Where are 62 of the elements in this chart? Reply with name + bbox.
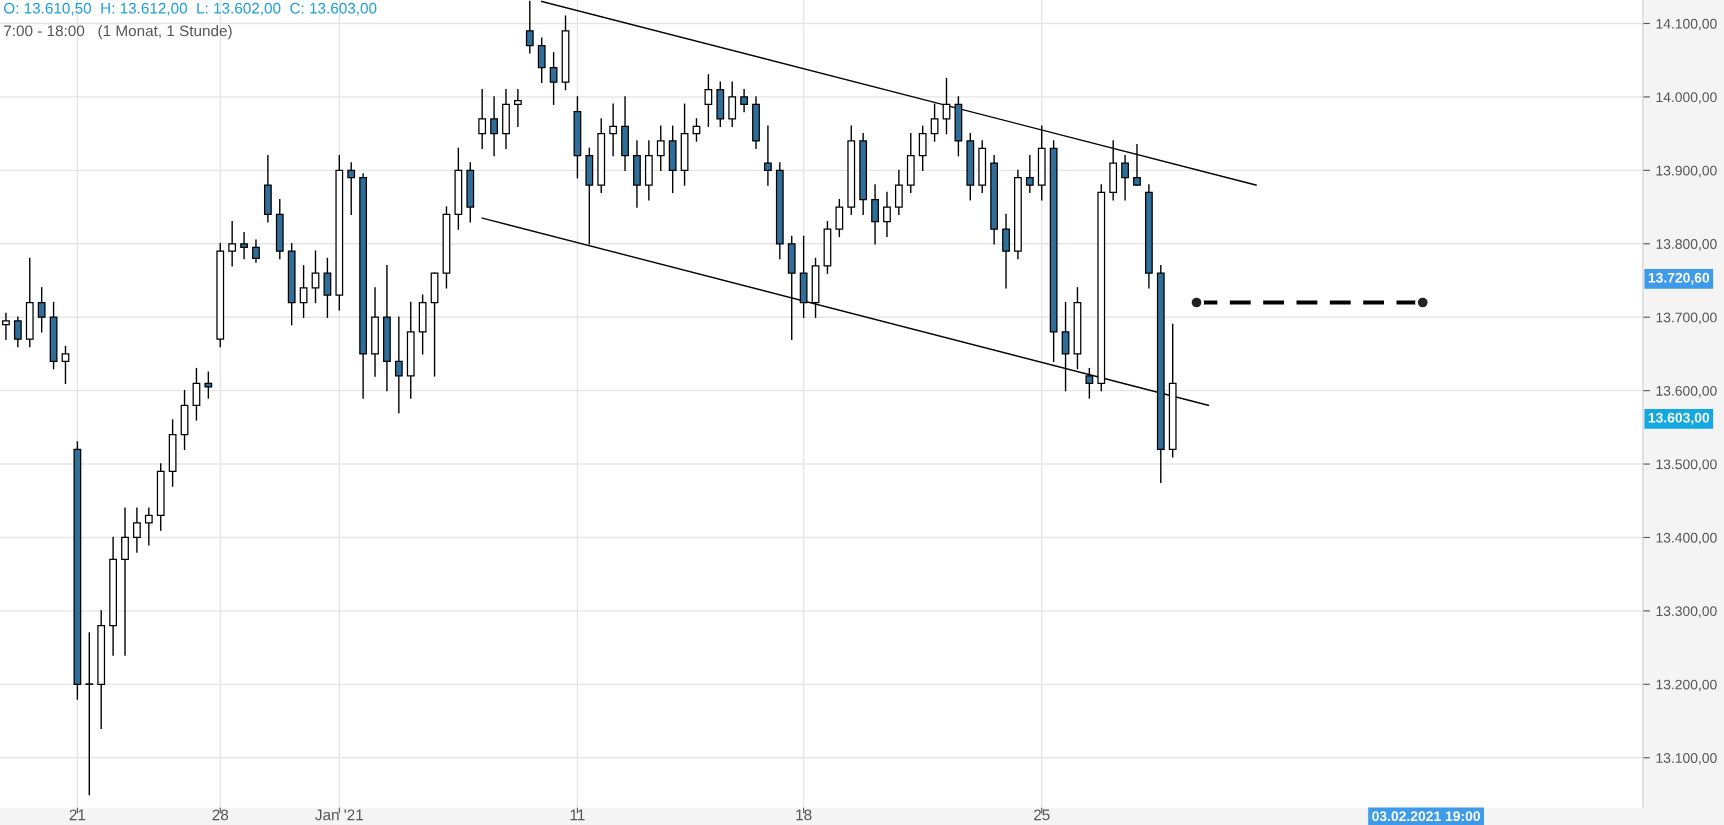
candlestick [311, 250, 320, 304]
candlestick [37, 287, 46, 333]
candlestick [513, 88, 522, 127]
x-tick-label: 11 [570, 809, 585, 821]
text: 03.02.2021 19:00 [1372, 811, 1480, 822]
candlestick [764, 125, 772, 186]
candlestick [133, 507, 141, 553]
y-tick-label: 13.600,00 [1656, 385, 1717, 398]
text: 13.720,60 [1648, 272, 1710, 285]
candlestick [228, 221, 237, 267]
candlestick [490, 96, 498, 157]
candlestick [323, 257, 332, 318]
y-tick-label: 13.800,00 [1656, 239, 1717, 251]
y-tick-label: 13.400,00 [1656, 532, 1717, 545]
candlestick [525, 0, 534, 54]
x-tick-label: Jan '21 [315, 809, 363, 821]
x-tick-label: 25 [1034, 809, 1050, 821]
candlestick [942, 77, 951, 135]
candlestick [1061, 301, 1070, 392]
annotation: O: 13.610,50 H: 13.612,00 L: 13.602,00 C: 13.603,00 [4, 2, 377, 16]
candlestick [930, 103, 939, 142]
annotation: 7:00 - 18:00 (1 Monat, 1 Stunde) [4, 25, 232, 40]
candlestick [121, 507, 129, 656]
candlestick [549, 52, 558, 105]
candlestick [835, 199, 844, 238]
candlestick [144, 507, 153, 546]
y-tick-label: 13.200,00 [1656, 679, 1717, 692]
y-tick-label: 13.500,00 [1656, 459, 1717, 471]
candlestick [252, 239, 260, 263]
y-tick-label: 13.100,00 [1656, 753, 1717, 765]
candlestick [918, 125, 927, 172]
candlestick [894, 169, 903, 216]
text: 13.603,00 [1648, 412, 1710, 425]
candlestick [240, 232, 248, 260]
candlestick [1085, 367, 1094, 399]
x-tick-label: 21 [69, 809, 86, 821]
candlestick [394, 316, 403, 414]
candlestick [609, 103, 618, 157]
candlestick [478, 88, 487, 150]
candlestick [656, 125, 665, 172]
candlestick [299, 265, 308, 318]
candlestick [204, 371, 213, 399]
candlestick [883, 191, 891, 238]
candlestick [13, 316, 22, 348]
candlestick [85, 632, 94, 796]
candlestick [871, 184, 879, 245]
candlestick [728, 81, 737, 127]
candlestick [61, 345, 70, 384]
y-tick-label: 14.000,00 [1656, 92, 1717, 104]
y-tick-label: 13.900,00 [1656, 165, 1717, 178]
candlestick [1002, 213, 1010, 289]
y-tick-label: 13.300,00 [1656, 606, 1717, 618]
candlestick [1025, 154, 1034, 194]
candlestick [347, 162, 356, 216]
candlestick [1121, 154, 1129, 201]
y-tick-label: 13.700,00 [1656, 312, 1717, 325]
candlestick [740, 88, 748, 113]
candlestick [704, 74, 713, 127]
x-tick-label: 28 [212, 809, 229, 821]
candlestick [537, 37, 546, 83]
x-tick-label: 18 [796, 809, 812, 821]
y-tick-label: 14.100,00 [1656, 18, 1717, 31]
